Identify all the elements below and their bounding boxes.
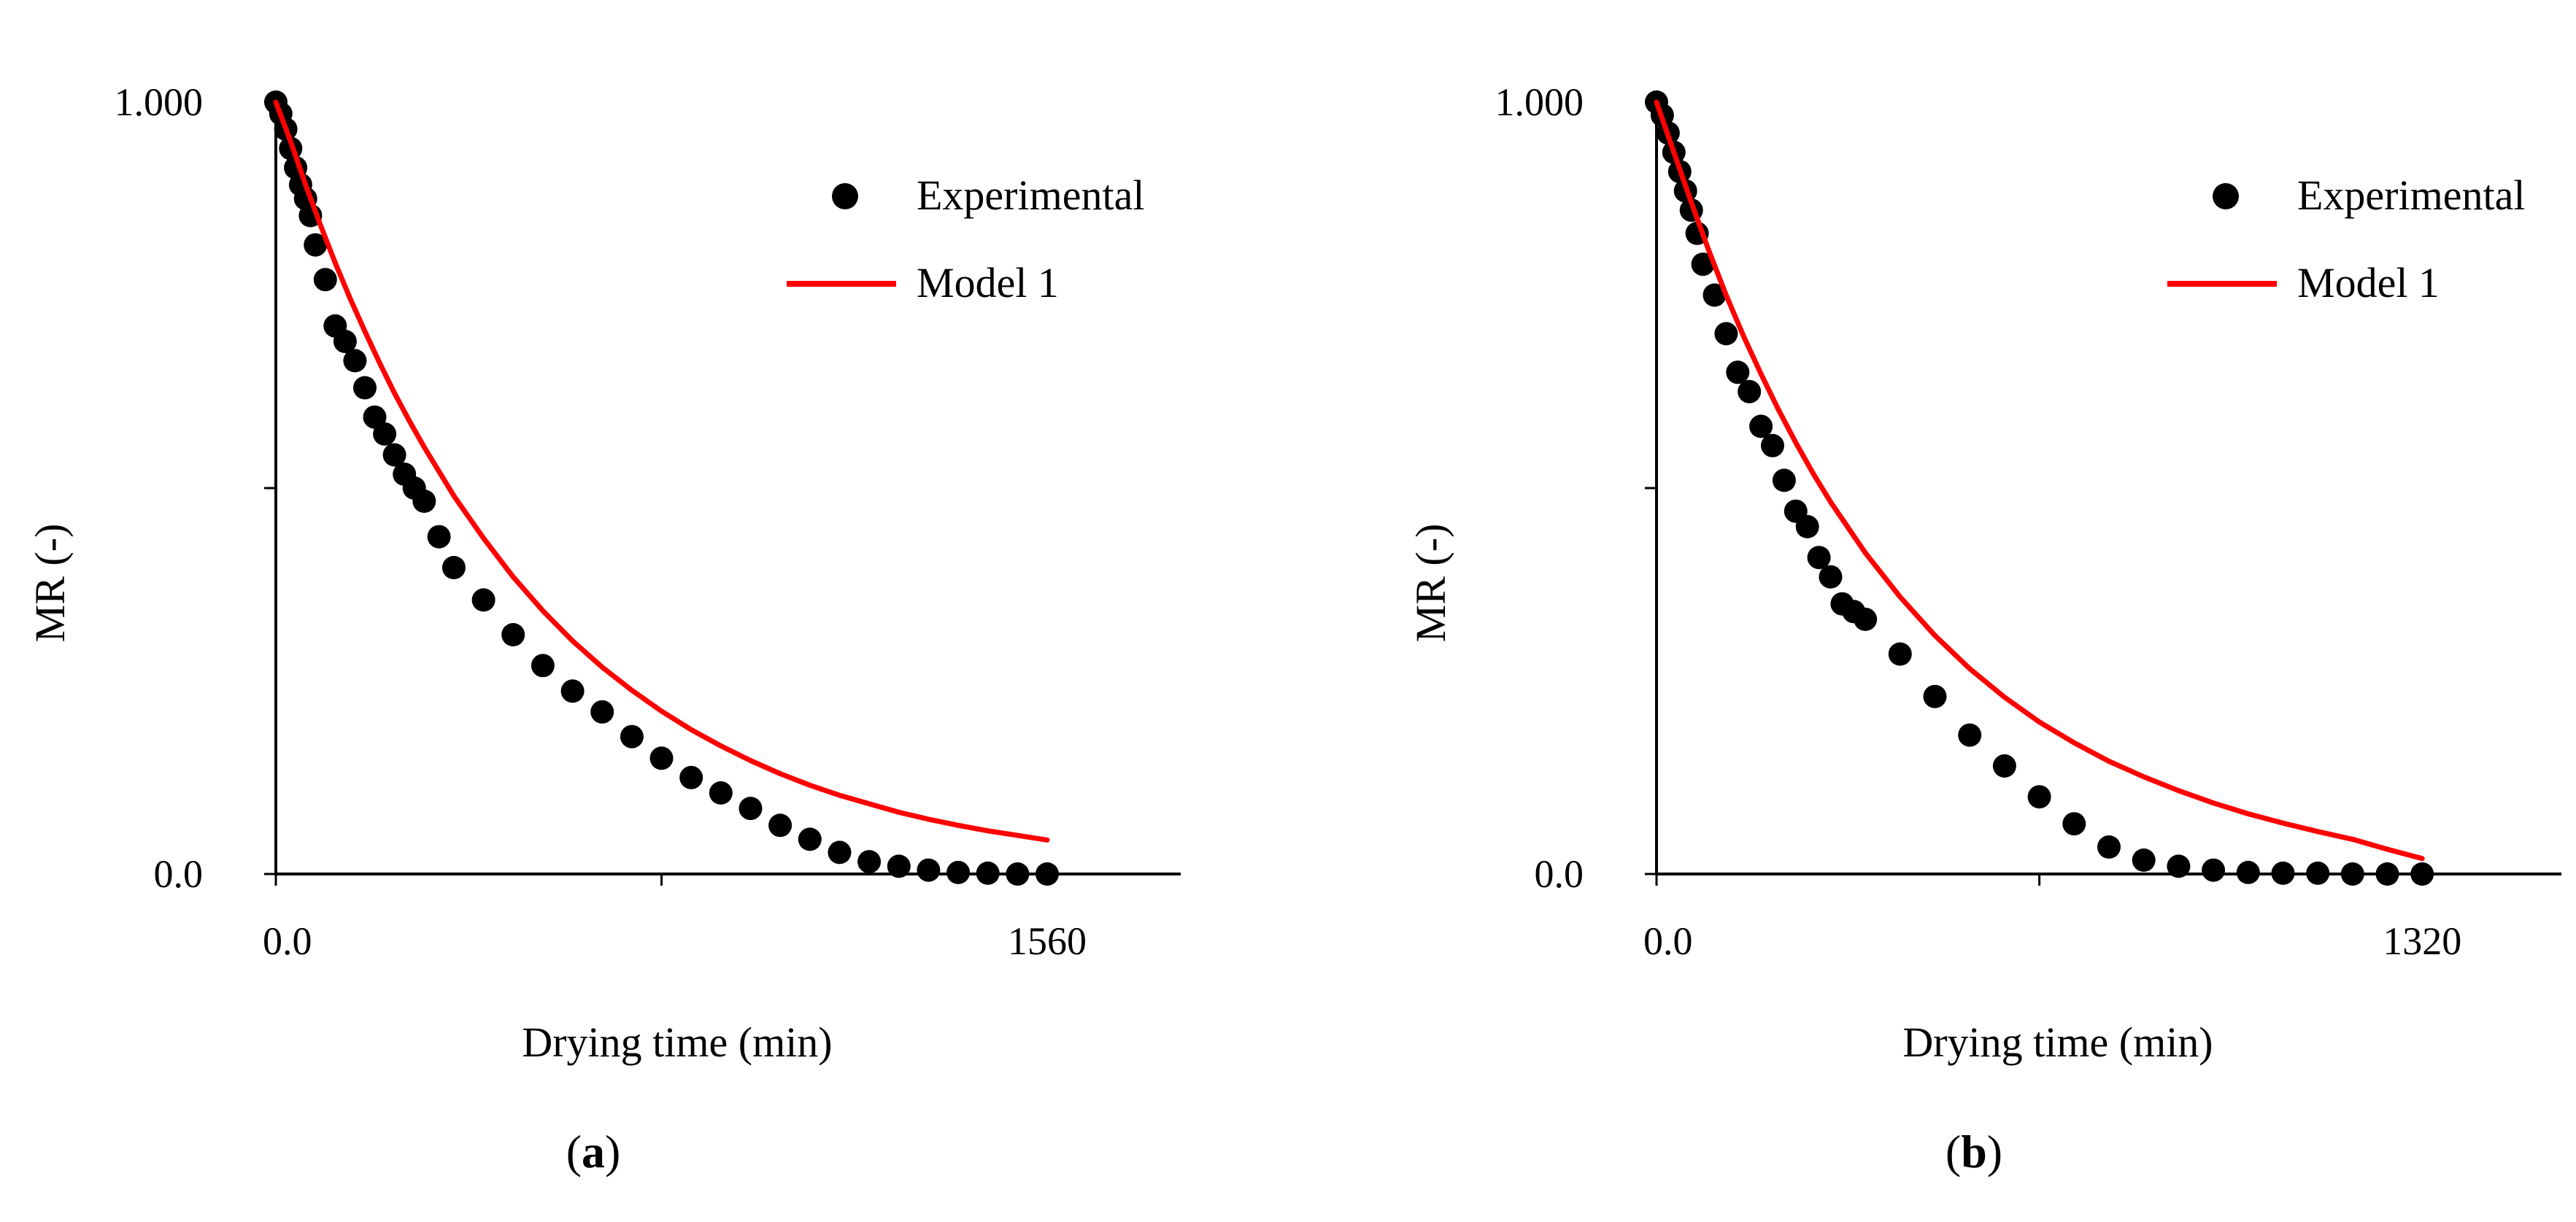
chart-a-data-point [709,781,733,805]
chart-b-model-line [1654,99,2425,862]
chart-a-data-point [441,556,466,579]
chart-a-legend-label-experimental: Experimental [917,171,1144,219]
chart-b-legend-label-model: Model 1 [2297,259,2440,306]
chart-b-data-point [1992,754,2016,778]
chart-a-data-point [946,860,971,884]
chart-a-data-point [313,268,337,292]
chart-a-data-point [828,840,852,865]
chart-a-data-point [1036,862,1059,886]
chart-a-y-tick-label: 0.0 [154,852,204,896]
chart-a-data-point [343,349,367,373]
chart-b-x-tick-label: 0.0 [1643,919,1693,963]
chart-b-legend-marker-experimental [2213,183,2239,209]
chart-a-experimental-points [264,90,1059,886]
chart-b: 0.0 1320 0.0 1.000 Drying time (min) MR (-) Ex… [1407,80,2561,1177]
chart-a-panel-label-letter: a [582,1126,605,1177]
chart-a-data-point [471,588,495,612]
chart-a-panel-label-close: ) [605,1126,620,1177]
chart-a-data-point [560,679,585,703]
chart-a-y-axis-title: MR (-) [26,524,74,643]
chart-b-y-axis-title: MR (-) [1407,524,1454,643]
chart-a-data-point [798,827,822,851]
chart-a-data-point [887,854,911,878]
chart-b-y-tick-label: 1.000 [1495,80,1584,124]
chart-a: 0.0 1560 0.0 1.000 Drying time (min) MR (-) Ex… [26,80,1181,1177]
chart-a-data-point [768,813,793,838]
chart-b-data-point [1749,414,1773,438]
chart-a-data-point [412,490,436,513]
chart-b-data-point [2340,862,2364,886]
chart-a-x-tick-label: 0.0 [263,919,312,963]
chart-b-data-point [1958,723,1982,747]
chart-b-panel-label-open: ( [1946,1126,1961,1177]
chart-a-x-axis-title: Drying time (min) [522,1018,832,1066]
chart-b-data-point [1819,565,1843,589]
chart-b-data-point [1702,283,1727,307]
chart-b-legend-label-experimental: Experimental [2297,171,2525,219]
chart-a-panel-label-open: ( [566,1126,582,1177]
chart-a-data-point [620,724,644,749]
chart-a-data-point [649,746,674,770]
chart-a-data-point [1006,862,1030,886]
chart-b-data-point [1795,514,1819,538]
chart-a-legend-marker-experimental [832,183,858,209]
chart-b-data-point [1888,642,1912,666]
chart-a-data-point [353,376,377,400]
chart-b-x-tick-label: 1320 [2383,919,2461,963]
chart-b-data-point [2132,848,2156,872]
chart-b-data-point [2062,812,2086,836]
chart-b-data-point [2097,835,2121,859]
chart-a-data-point [917,858,941,882]
chart-b-data-point [2271,861,2295,885]
chart-b-data-point [1738,379,1762,403]
chart-b-panel-label: (b) [1946,1126,2002,1177]
chart-b-data-point [2167,854,2191,878]
chart-a-data-point [976,861,1000,885]
chart-b-data-point [2202,858,2226,882]
chart-a-model-line [273,99,1050,843]
chart-a-data-point [857,850,882,874]
chart-b-data-point [1691,252,1715,277]
chart-b-y-tick-label: 0.0 [1535,852,1584,896]
chart-a-data-point [363,405,387,429]
chart-b-data-point [1761,433,1784,457]
chart-b-data-point [1854,607,1878,631]
chart-b-data-point [2236,860,2260,884]
chart-a-data-point [739,797,763,821]
chart-a-data-point [333,330,357,353]
chart-a-data-point [304,233,328,257]
chart-a-data-point [427,525,451,549]
chart-b-data-point [1714,322,1738,346]
chart-a-data-point [531,654,555,678]
chart-b-panel-label-close: ) [1987,1126,2002,1177]
chart-b-data-point [2375,862,2399,886]
chart-a-data-point [679,765,703,789]
chart-a-panel-label: (a) [566,1126,621,1177]
chart-b-panel-label-letter: b [1961,1126,1987,1177]
chart-b-x-axis-title: Drying time (min) [1902,1018,2213,1066]
chart-b-data-point [2410,862,2434,886]
chart-b-data-point [1923,684,1947,708]
chart-b-data-point [2306,861,2330,885]
chart-a-data-point [373,422,397,446]
chart-b-data-point [2027,785,2051,809]
chart-a-data-point [590,700,614,724]
chart-a-x-tick-label: 1560 [1008,919,1087,963]
chart-a-data-point [501,623,525,646]
chart-a-y-tick-label: 1.000 [115,80,204,124]
chart-b-experimental-points [1645,90,2434,886]
chart-b-data-point [1726,360,1750,384]
chart-a-legend-label-model: Model 1 [917,259,1059,306]
chart-b-data-point [1772,468,1796,492]
chart-a-data-point [382,443,406,467]
chart-b-data-point [1807,546,1831,570]
